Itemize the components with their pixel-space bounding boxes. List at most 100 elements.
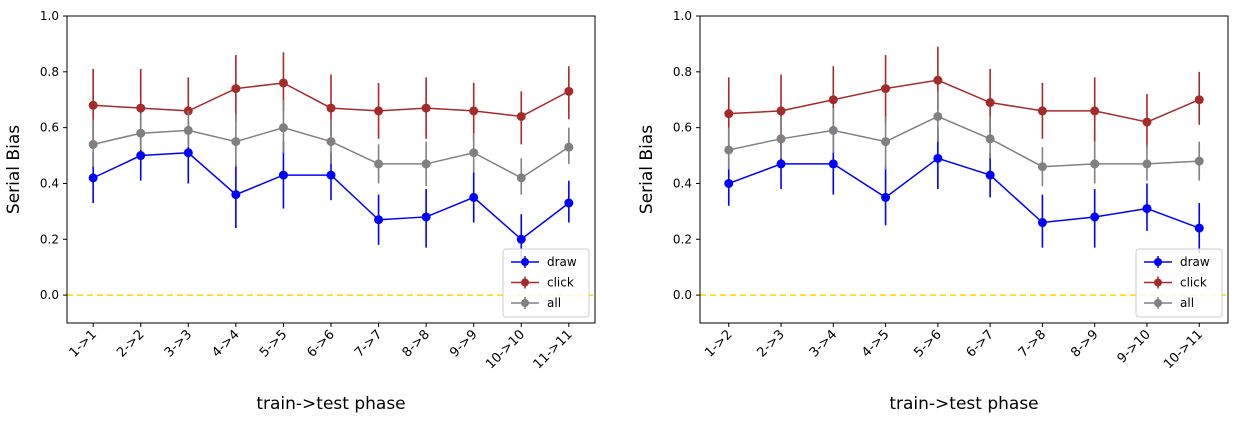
x-tick-label: 8->9 bbox=[1068, 327, 1101, 360]
data-point-click bbox=[88, 100, 98, 110]
series-click bbox=[724, 46, 1204, 148]
legend-label-click: click bbox=[547, 276, 574, 290]
x-tick-label: 3->4 bbox=[807, 327, 840, 360]
legend-label-click: click bbox=[1180, 276, 1207, 290]
data-point-all bbox=[1090, 159, 1100, 169]
data-point-all bbox=[374, 159, 384, 169]
data-point-all bbox=[421, 159, 431, 169]
y-tick-label: 1.0 bbox=[673, 9, 692, 23]
data-point-draw bbox=[374, 215, 384, 225]
data-point-draw bbox=[724, 178, 734, 188]
data-point-click bbox=[828, 95, 838, 105]
x-tick-label: 4->5 bbox=[859, 327, 892, 360]
x-tick-label: 3->3 bbox=[162, 327, 195, 360]
x-tick-label: 10->10 bbox=[483, 327, 528, 372]
data-point-all bbox=[326, 137, 336, 147]
data-point-draw bbox=[88, 173, 98, 183]
y-tick-label: 0.2 bbox=[673, 232, 692, 246]
y-tick-label: 0.0 bbox=[40, 288, 59, 302]
data-point-click bbox=[326, 103, 336, 113]
data-point-all bbox=[136, 128, 146, 138]
data-point-click bbox=[374, 106, 384, 116]
data-point-draw bbox=[828, 159, 838, 169]
series-all bbox=[88, 99, 574, 195]
data-point-all bbox=[278, 123, 288, 133]
chart-panel-2: 0.0 0.2 0.4 0.6 0.8 1.0 1->2 2->3 3->4 4->5 5->6 6-… bbox=[637, 9, 1229, 414]
data-point-draw bbox=[183, 148, 193, 158]
x-tick-label: 6->6 bbox=[304, 327, 337, 360]
plot-frame bbox=[699, 15, 1229, 324]
data-point-draw bbox=[469, 192, 479, 202]
x-tick-label: 6->7 bbox=[964, 327, 997, 360]
data-point-all bbox=[183, 125, 193, 135]
data-point-draw bbox=[1194, 223, 1204, 233]
x-tick-label: 11->11 bbox=[531, 327, 576, 372]
x-axis-label: train->test phase bbox=[889, 394, 1038, 414]
data-point-draw bbox=[1037, 218, 1047, 228]
data-point-click bbox=[776, 106, 786, 116]
data-point-click bbox=[1142, 117, 1152, 127]
data-point-all bbox=[516, 173, 526, 183]
x-tick-label: 7->7 bbox=[352, 327, 385, 360]
y-tick-label: 0.6 bbox=[40, 121, 59, 135]
data-point-click bbox=[564, 86, 574, 96]
data-point-click bbox=[724, 109, 734, 119]
data-point-all bbox=[231, 137, 241, 147]
x-tick-label: 7->8 bbox=[1016, 327, 1049, 360]
data-point-click bbox=[421, 103, 431, 113]
x-tick-label: 4->4 bbox=[209, 327, 242, 360]
data-point-all bbox=[985, 134, 995, 144]
x-tick-label: 1->1 bbox=[67, 327, 100, 360]
data-point-draw bbox=[985, 170, 995, 180]
legend-marker-click bbox=[1154, 278, 1162, 287]
y-tick-label: 0.2 bbox=[40, 232, 59, 246]
data-point-draw bbox=[278, 170, 288, 180]
y-tick-label: 0.0 bbox=[673, 288, 692, 302]
y-tick-label: 0.4 bbox=[673, 176, 692, 190]
data-point-click bbox=[136, 103, 146, 113]
series-line-draw bbox=[728, 157, 1200, 229]
y-axis-label: Serial Bias bbox=[637, 125, 657, 214]
data-point-all bbox=[776, 134, 786, 144]
x-tick-label: 10->11 bbox=[1161, 327, 1206, 372]
x-tick-label: 8->8 bbox=[400, 327, 433, 360]
legend-label-all: all bbox=[1180, 296, 1194, 310]
x-tick-label: 5->5 bbox=[257, 327, 290, 360]
data-point-all bbox=[828, 125, 838, 135]
legend-marker-click bbox=[521, 278, 529, 287]
data-point-click bbox=[1090, 106, 1100, 116]
data-point-draw bbox=[136, 151, 146, 161]
data-point-all bbox=[1037, 162, 1047, 172]
data-point-click bbox=[231, 84, 241, 94]
series-all bbox=[724, 91, 1204, 187]
legend-marker-all bbox=[1154, 299, 1162, 307]
data-point-click bbox=[278, 78, 288, 88]
series-line-click bbox=[728, 79, 1200, 123]
data-point-all bbox=[881, 137, 891, 147]
y-tick-label: 0.8 bbox=[673, 65, 692, 79]
data-point-draw bbox=[421, 212, 431, 222]
legend-label-draw: draw bbox=[1180, 255, 1210, 269]
data-point-all bbox=[564, 142, 574, 152]
data-point-click bbox=[516, 111, 526, 121]
y-tick-label: 1.0 bbox=[40, 9, 59, 23]
chart-panel-1: 0.0 0.2 0.4 0.6 0.8 1.0 1->1 2->2 3->3 4->4 5->5 6-… bbox=[4, 9, 596, 414]
legend-label-all: all bbox=[547, 296, 561, 310]
data-point-draw bbox=[1090, 212, 1100, 222]
legend-marker-all bbox=[521, 299, 529, 307]
data-point-draw bbox=[326, 170, 336, 180]
x-tick-label: 9->9 bbox=[447, 327, 480, 360]
y-tick-label: 0.6 bbox=[673, 121, 692, 135]
data-point-all bbox=[469, 148, 479, 158]
data-point-click bbox=[1037, 106, 1047, 116]
y-tick-label: 0.4 bbox=[40, 176, 59, 190]
data-point-draw bbox=[933, 153, 943, 163]
legend-marker-draw bbox=[521, 258, 529, 266]
series-line-all bbox=[728, 115, 1200, 168]
data-point-draw bbox=[881, 192, 891, 202]
legend: draw click all bbox=[502, 248, 590, 318]
data-point-click bbox=[469, 106, 479, 116]
data-point-draw bbox=[516, 234, 526, 244]
data-point-click bbox=[881, 84, 891, 94]
